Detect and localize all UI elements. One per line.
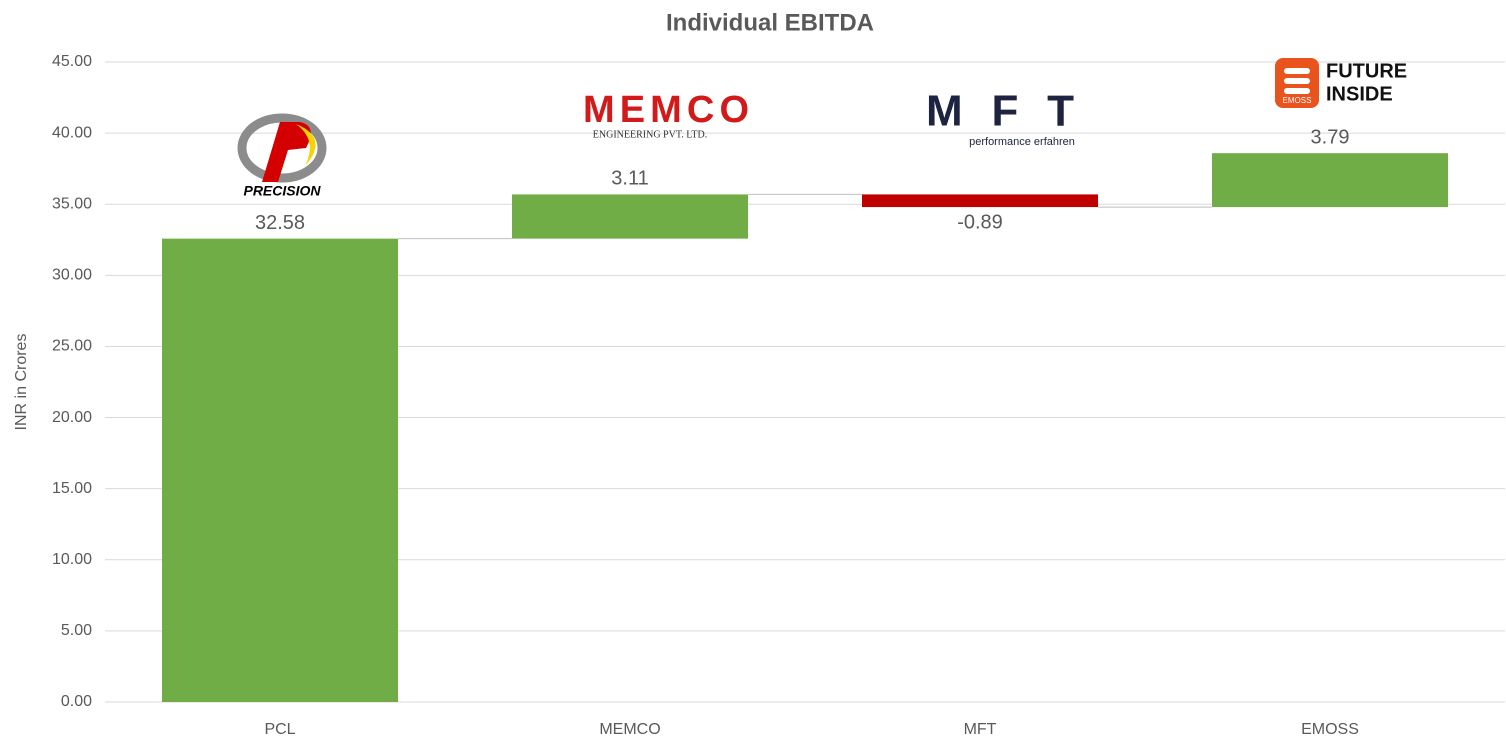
bar (862, 194, 1098, 208)
y-tick-label: 5.00 (61, 622, 92, 639)
logo-stripe (1284, 78, 1310, 84)
chart-title: Individual EBITDA (666, 9, 874, 36)
logo-stripe (1284, 68, 1310, 74)
bar (512, 194, 748, 239)
y-tick-label: 10.00 (52, 551, 92, 568)
y-tick-label: 35.00 (52, 195, 92, 212)
y-tick-label: 30.00 (52, 267, 92, 284)
data-label: 3.11 (611, 168, 648, 190)
x-tick-label: EMOSS (1301, 721, 1359, 738)
logo-stripe (1284, 88, 1310, 94)
y-tick-label: 20.00 (52, 409, 92, 426)
logo-text: FUTURE (1326, 60, 1407, 82)
data-label: 32.58 (255, 212, 305, 234)
y-tick-label: 0.00 (61, 693, 92, 710)
y-tick-label: 45.00 (52, 53, 92, 70)
logo-badge-text: EMOSS (1283, 96, 1312, 105)
y-axis-label: INR in Crores (13, 334, 30, 431)
logo-swoosh (296, 124, 316, 166)
data-label: 3.79 (1311, 126, 1350, 148)
x-tick-label: MEMCO (599, 721, 660, 738)
x-tick-label: PCL (264, 721, 295, 738)
logo-text: PRECISION (243, 183, 321, 199)
logo-ring (237, 113, 327, 183)
logo-text: MFT (926, 87, 1074, 136)
logo-tagline: ENGINEERING PVT. LTD. (593, 129, 707, 140)
logo-tagline: performance erfahren (969, 136, 1075, 148)
data-label: -0.89 (957, 211, 1003, 233)
y-tick-label: 15.00 (52, 480, 92, 497)
bar (1212, 153, 1448, 208)
y-tick-label: 40.00 (52, 124, 92, 141)
logo-mark (262, 122, 311, 182)
logo-text: MEMCO (583, 89, 749, 131)
bar (162, 238, 398, 702)
x-tick-label: MFT (964, 721, 997, 738)
y-tick-label: 25.00 (52, 338, 92, 355)
logo-text: INSIDE (1326, 83, 1393, 105)
